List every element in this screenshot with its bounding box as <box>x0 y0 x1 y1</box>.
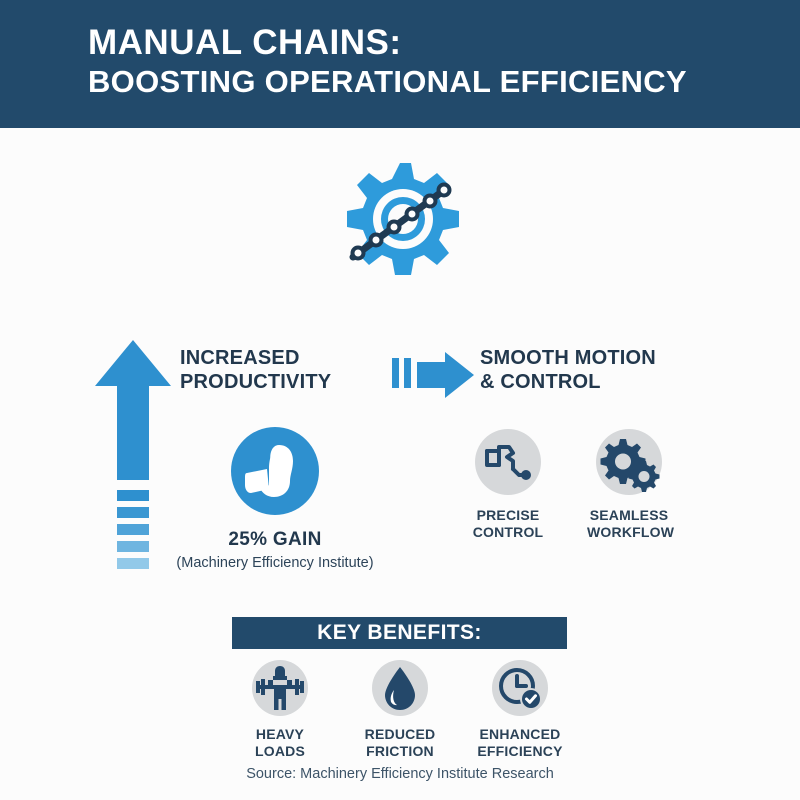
water-droplet-icon <box>372 660 428 716</box>
pillar-left-heading-line2: PRODUCTIVITY <box>180 371 332 394</box>
sub-item-seamless-workflow-label: SEAMLESS WORKFLOW <box>587 507 675 541</box>
stat-value: 25% GAIN <box>228 529 322 550</box>
hand-lever-icon <box>475 429 541 495</box>
pillar-left-heading-line1: INCREASED <box>180 347 300 369</box>
up-arrow-icon <box>95 340 171 570</box>
pillar-left-heading: INCREASED PRODUCTIVITY <box>180 346 380 395</box>
pillar-increased-productivity: INCREASED PRODUCTIVITY 25% GAIN (Machin <box>95 335 385 575</box>
sub-label-line2: CONTROL <box>472 524 544 541</box>
sub-item-precise-control: PRECISE CONTROL <box>466 429 550 541</box>
benefit-label-line1: REDUCED <box>364 726 436 742</box>
key-benefits-row: HEAVY LOADS REDUCED FRICTION <box>232 660 568 760</box>
page-title-line2: BOOSTING OPERATIONAL EFFICIENCY <box>88 64 687 100</box>
header-title-group: MANUAL CHAINS: BOOSTING OPERATIONAL EFFI… <box>88 22 760 101</box>
benefit-label-line1: ENHANCED <box>479 726 561 742</box>
page-title-line1: MANUAL CHAINS: <box>88 23 402 62</box>
pillar-smooth-motion-control: SMOOTH MOTION & CONTROL <box>392 335 712 575</box>
benefit-item-reduced-friction: REDUCED FRICTION <box>352 660 448 760</box>
flexed-bicep-icon <box>231 427 319 515</box>
benefit-item-reduced-friction-label: REDUCED FRICTION <box>352 726 448 760</box>
right-arrow-icon <box>392 352 474 398</box>
header-banner: MANUAL CHAINS: BOOSTING OPERATIONAL EFFI… <box>0 0 800 128</box>
benefit-item-enhanced-efficiency-label: ENHANCED EFFICIENCY <box>472 726 568 760</box>
benefit-label-line2: EFFICIENCY <box>477 743 563 760</box>
stat-block-gain: 25% GAIN (Machinery Efficiency Institute… <box>165 427 385 572</box>
benefit-item-heavy-loads-label: HEAVY LOADS <box>232 726 328 760</box>
sub-item-seamless-workflow: SEAMLESS WORKFLOW <box>587 429 675 541</box>
sub-label-line2: WORKFLOW <box>587 524 675 541</box>
pillar-right-sub-items: PRECISE CONTROL <box>466 429 716 541</box>
pillar-right-heading-line1: SMOOTH MOTION <box>480 347 656 369</box>
stat-source: (Machinery Efficiency Institute) <box>176 554 374 571</box>
two-gears-icon <box>596 429 662 495</box>
weightlifter-icon <box>252 660 308 716</box>
gear-with-chain-icon <box>325 155 475 285</box>
benefit-item-heavy-loads: HEAVY LOADS <box>232 660 328 760</box>
sub-item-precise-control-label: PRECISE CONTROL <box>466 507 550 541</box>
pillar-right-heading-line2: & CONTROL <box>480 371 601 394</box>
sub-label-line1: PRECISE <box>476 507 540 523</box>
key-benefits-banner: KEY BENEFITS: <box>232 617 567 649</box>
source-note: Source: Machinery Efficiency Institute R… <box>246 766 554 782</box>
pillar-right-heading: SMOOTH MOTION & CONTROL <box>480 346 700 395</box>
benefit-label-line2: LOADS <box>255 743 305 760</box>
benefit-label-line1: HEAVY <box>255 726 305 742</box>
clock-check-icon <box>492 660 548 716</box>
key-benefits-label: KEY BENEFITS: <box>317 621 482 644</box>
sub-label-line1: SEAMLESS <box>589 507 669 523</box>
benefit-item-enhanced-efficiency: ENHANCED EFFICIENCY <box>472 660 568 760</box>
benefit-label-line2: FRICTION <box>366 743 434 760</box>
